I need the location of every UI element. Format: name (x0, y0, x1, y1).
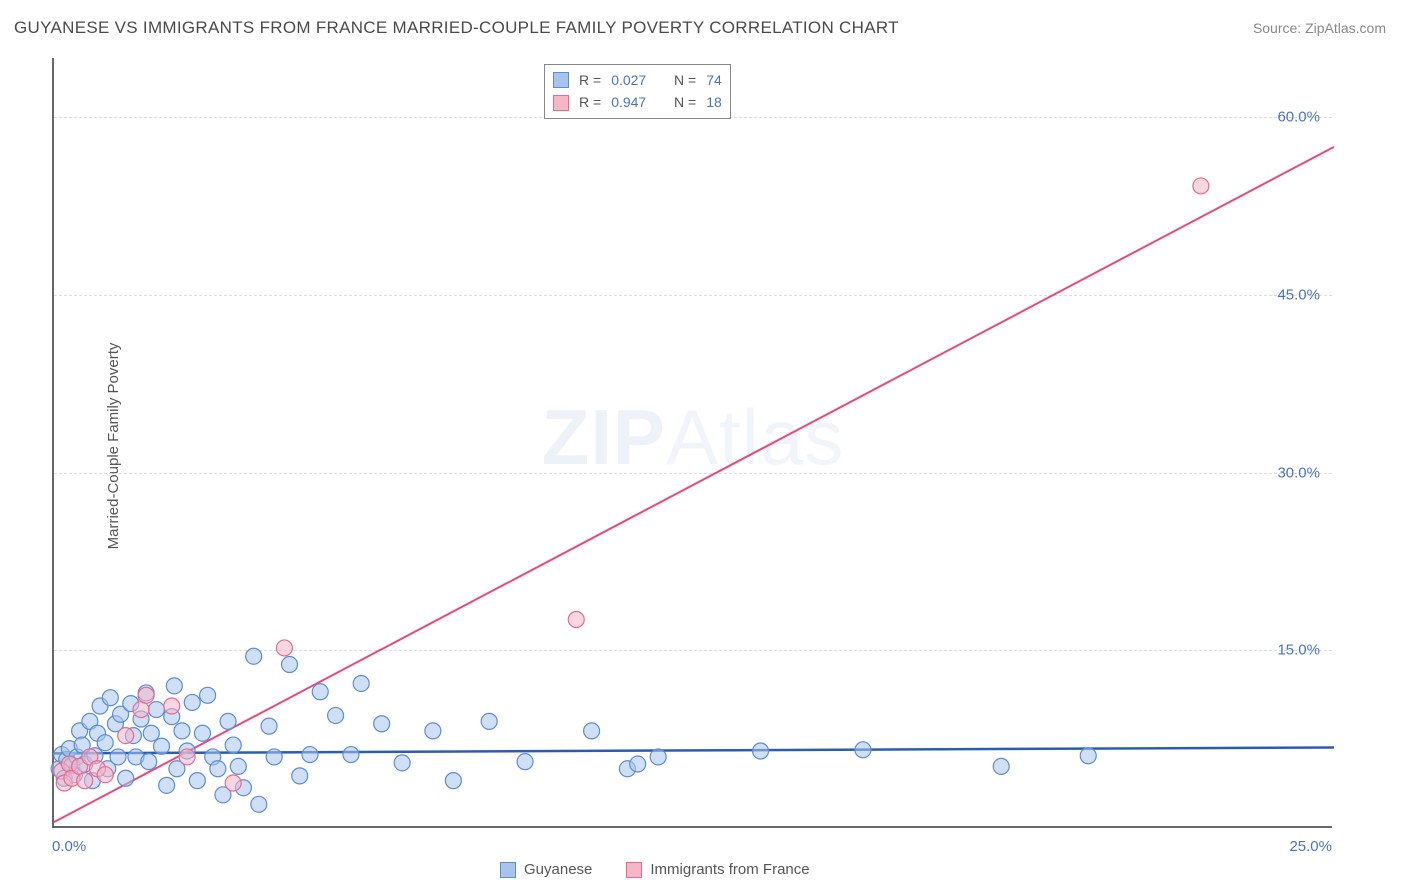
scatter-point (282, 657, 298, 673)
y-tick-label: 45.0% (1277, 286, 1320, 303)
scatter-point (200, 687, 216, 703)
scatter-point (118, 728, 134, 744)
scatter-point (394, 755, 410, 771)
chart-svg (54, 58, 1332, 826)
scatter-point (141, 754, 157, 770)
x-tick-25: 25.0% (1289, 838, 1332, 855)
scatter-point (220, 713, 236, 729)
y-tick-label: 15.0% (1277, 642, 1320, 659)
legend-item-france: Immigrants from France (626, 861, 809, 878)
scatter-point (630, 756, 646, 772)
legend-item-guyanese: Guyanese (500, 861, 592, 878)
scatter-point (246, 648, 262, 664)
scatter-point (1193, 178, 1209, 194)
scatter-point (77, 773, 93, 789)
scatter-point (425, 723, 441, 739)
scatter-point (230, 758, 246, 774)
scatter-point (118, 770, 134, 786)
scatter-point (302, 747, 318, 763)
scatter-point (374, 716, 390, 732)
scatter-point (261, 718, 277, 734)
scatter-point (102, 690, 118, 706)
scatter-point (353, 675, 369, 691)
scatter-point (517, 754, 533, 770)
regression-line (54, 147, 1334, 822)
scatter-point (148, 702, 164, 718)
scatter-point (266, 749, 282, 765)
x-tick-0: 0.0% (52, 838, 86, 855)
scatter-point (584, 723, 600, 739)
scatter-point (328, 707, 344, 723)
scatter-point (154, 738, 170, 754)
scatter-point (993, 758, 1009, 774)
scatter-point (276, 640, 292, 656)
plot-area: ZIPAtlas R = 0.027 N = 74 R = 0.947 N = … (52, 58, 1332, 828)
scatter-point (159, 777, 175, 793)
chart-title: GUYANESE VS IMMIGRANTS FROM FRANCE MARRI… (14, 18, 899, 38)
scatter-point (97, 735, 113, 751)
scatter-point (312, 684, 328, 700)
legend-label-guyanese: Guyanese (524, 861, 592, 878)
scatter-point (225, 737, 241, 753)
scatter-point (184, 694, 200, 710)
scatter-point (97, 767, 113, 783)
scatter-point (189, 773, 205, 789)
scatter-point (143, 725, 159, 741)
scatter-point (343, 747, 359, 763)
scatter-point (445, 773, 461, 789)
scatter-point (292, 768, 308, 784)
scatter-point (164, 698, 180, 714)
scatter-point (194, 725, 210, 741)
y-tick-label: 60.0% (1277, 109, 1320, 126)
scatter-point (110, 749, 126, 765)
scatter-point (138, 687, 154, 703)
scatter-point (753, 743, 769, 759)
legend-series: Guyanese Immigrants from France (500, 861, 810, 878)
scatter-point (179, 749, 195, 765)
scatter-point (481, 713, 497, 729)
scatter-point (1080, 748, 1096, 764)
legend-swatch-france-icon (626, 862, 642, 878)
scatter-point (225, 775, 241, 791)
source-attribution: Source: ZipAtlas.com (1253, 20, 1386, 36)
scatter-point (174, 723, 190, 739)
scatter-point (855, 742, 871, 758)
scatter-point (568, 612, 584, 628)
scatter-point (251, 796, 267, 812)
scatter-point (133, 702, 149, 718)
regression-line (54, 747, 1334, 753)
scatter-point (650, 749, 666, 765)
scatter-point (166, 678, 182, 694)
y-tick-label: 30.0% (1277, 464, 1320, 481)
scatter-point (210, 761, 226, 777)
legend-swatch-guyanese-icon (500, 862, 516, 878)
legend-label-france: Immigrants from France (650, 861, 809, 878)
